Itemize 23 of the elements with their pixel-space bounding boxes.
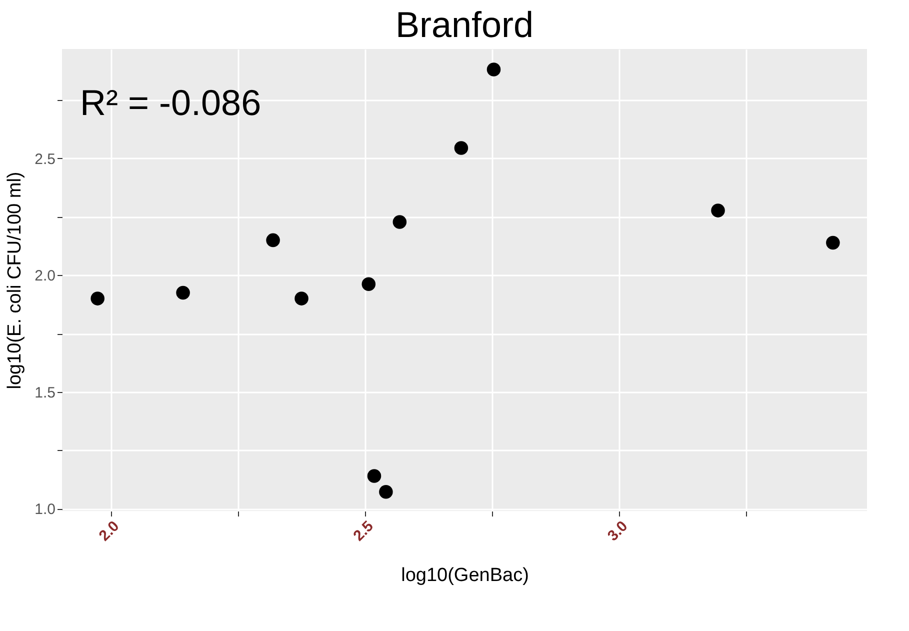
chart-title: Branford (395, 4, 534, 45)
y-tick-label: 1.0 (34, 501, 56, 518)
y-tick-label: 1.5 (34, 384, 56, 402)
y-tick-label: 2.5 (34, 150, 56, 168)
point (711, 204, 725, 218)
point (379, 484, 393, 499)
point (176, 286, 190, 300)
point (392, 215, 407, 229)
point (367, 469, 382, 483)
point (454, 141, 468, 155)
point (90, 292, 104, 306)
point (266, 233, 280, 248)
annotation: R² = -0.086 (80, 82, 262, 123)
x-tick-label: 3.0 (604, 518, 632, 545)
point (294, 292, 308, 306)
x-tick-label: 2.0 (96, 518, 123, 545)
point (826, 236, 840, 250)
x-axis-title: log10(GenBac) (401, 564, 529, 586)
point (486, 62, 501, 76)
x-tick-label: 2.5 (350, 518, 377, 545)
y-tick-label: 2.0 (34, 268, 56, 285)
y-axis-title: log10(E. coli CFU/100 ml) (4, 172, 26, 390)
point (362, 277, 376, 291)
